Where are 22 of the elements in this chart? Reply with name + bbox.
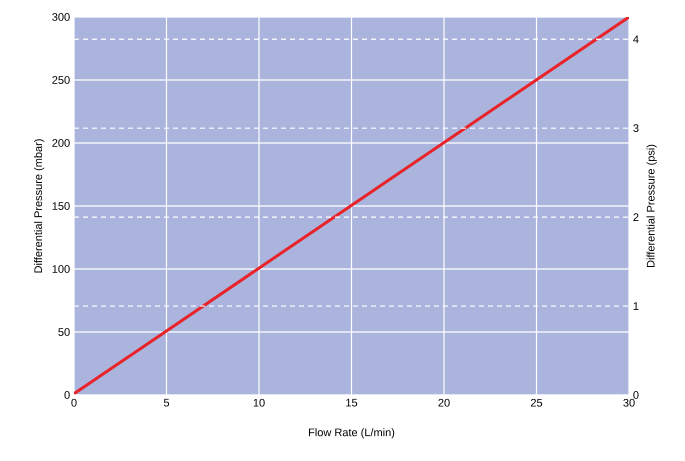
y2-tick-label: 0: [633, 391, 639, 399]
y2-tick-label: 3: [633, 124, 639, 132]
y2-axis-title: Differential Pressure (psi): [646, 144, 657, 268]
x-axis-title: Flow Rate (L/min): [309, 428, 394, 438]
x-tick-label: 10: [254, 398, 265, 407]
y-tick-label: 300: [52, 13, 70, 21]
y2-tick-label: 2: [633, 213, 638, 221]
x-tick-label: 20: [438, 398, 450, 407]
y2-tick-label: 1: [634, 302, 638, 310]
y-tick-label: 50: [58, 328, 70, 336]
y-axis-title: Differential Pressure (mbar): [34, 139, 44, 273]
y-tick-label: 100: [52, 265, 70, 273]
x-tick-label: 5: [164, 398, 170, 407]
y2-tick-label: 4: [633, 35, 639, 44]
x-tick-label: 0: [71, 398, 77, 407]
x-tick-label: 15: [346, 398, 358, 407]
x-tick-label: 25: [530, 398, 542, 407]
x-tick-label: 30: [623, 398, 635, 407]
y-tick-label: 150: [52, 202, 70, 210]
y-tick-label: 0: [64, 391, 70, 399]
y-tick-label: 250: [52, 76, 70, 84]
y-tick-label: 200: [52, 139, 70, 147]
